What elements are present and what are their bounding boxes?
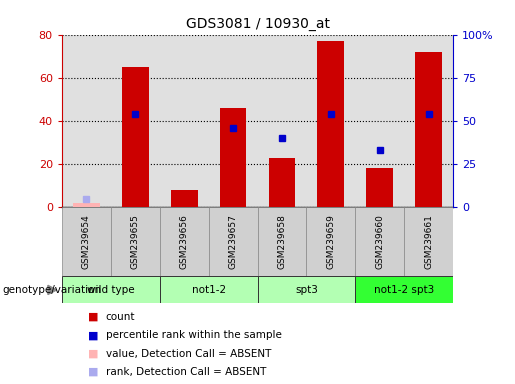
Bar	[306, 207, 355, 276]
Text: GSM239657: GSM239657	[229, 215, 237, 269]
Bar	[160, 276, 258, 303]
Text: not1-2 spt3: not1-2 spt3	[374, 285, 434, 295]
Text: spt3: spt3	[295, 285, 318, 295]
Bar	[258, 276, 355, 303]
Text: wild type: wild type	[87, 285, 134, 295]
Bar	[355, 207, 404, 276]
Bar	[268, 158, 296, 207]
Text: GSM239660: GSM239660	[375, 215, 384, 269]
Bar	[366, 169, 393, 207]
Text: GSM239658: GSM239658	[278, 215, 286, 269]
Text: ■: ■	[88, 330, 98, 340]
Bar	[111, 207, 160, 276]
Polygon shape	[48, 285, 57, 295]
Text: genotype/variation: genotype/variation	[3, 285, 101, 295]
Text: not1-2: not1-2	[192, 285, 226, 295]
Bar	[258, 207, 306, 276]
Text: percentile rank within the sample: percentile rank within the sample	[106, 330, 282, 340]
Bar	[209, 207, 258, 276]
Bar	[170, 190, 198, 207]
Bar	[415, 52, 442, 207]
Text: ■: ■	[88, 349, 98, 359]
Text: GSM239656: GSM239656	[180, 215, 188, 269]
Text: value, Detection Call = ABSENT: value, Detection Call = ABSENT	[106, 349, 271, 359]
Text: GSM239659: GSM239659	[327, 215, 335, 269]
Text: GSM239655: GSM239655	[131, 215, 140, 269]
Text: ■: ■	[88, 367, 98, 377]
Text: GSM239654: GSM239654	[82, 215, 91, 269]
Bar	[73, 203, 100, 207]
Bar	[219, 108, 247, 207]
Bar	[62, 207, 111, 276]
Bar	[62, 276, 160, 303]
Text: GSM239661: GSM239661	[424, 215, 433, 269]
Bar	[160, 207, 209, 276]
Text: ■: ■	[88, 312, 98, 322]
Text: count: count	[106, 312, 135, 322]
Bar	[317, 41, 345, 207]
Bar	[122, 67, 149, 207]
Bar	[355, 276, 453, 303]
Title: GDS3081 / 10930_at: GDS3081 / 10930_at	[185, 17, 330, 31]
Bar	[404, 207, 453, 276]
Bar	[73, 203, 100, 207]
Text: rank, Detection Call = ABSENT: rank, Detection Call = ABSENT	[106, 367, 266, 377]
